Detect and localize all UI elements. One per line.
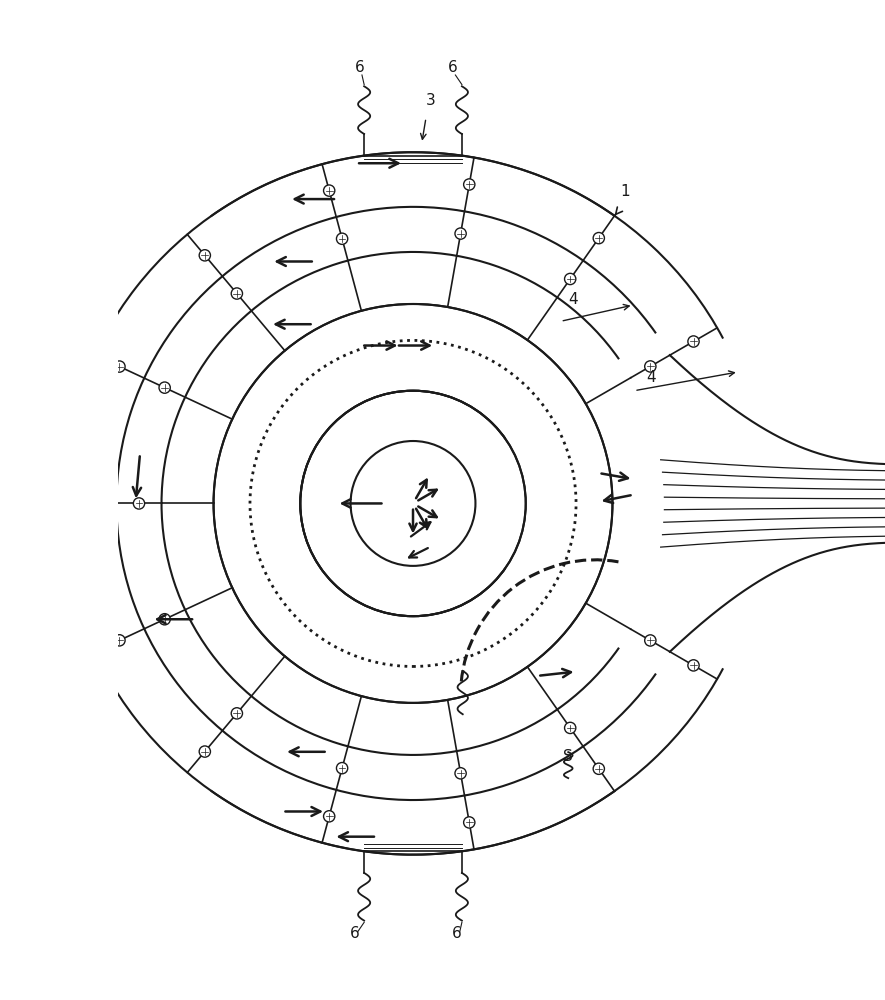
- Circle shape: [565, 722, 576, 734]
- Circle shape: [565, 273, 576, 285]
- Circle shape: [159, 614, 170, 625]
- Circle shape: [114, 361, 125, 372]
- Circle shape: [464, 817, 475, 828]
- Circle shape: [114, 635, 125, 646]
- Circle shape: [231, 708, 242, 719]
- Circle shape: [593, 763, 604, 774]
- Circle shape: [83, 498, 95, 509]
- Circle shape: [231, 288, 242, 299]
- Text: 6: 6: [448, 60, 458, 75]
- Text: S: S: [564, 749, 573, 764]
- Circle shape: [464, 179, 475, 190]
- Circle shape: [199, 250, 211, 261]
- Text: 1: 1: [620, 184, 630, 199]
- Circle shape: [455, 768, 466, 779]
- Circle shape: [455, 228, 466, 239]
- Circle shape: [644, 361, 656, 372]
- Circle shape: [324, 185, 335, 196]
- Circle shape: [159, 382, 170, 393]
- Text: 6: 6: [350, 926, 360, 941]
- Text: 3: 3: [426, 93, 435, 108]
- Circle shape: [688, 336, 699, 347]
- Circle shape: [324, 811, 335, 822]
- Circle shape: [644, 635, 656, 646]
- Circle shape: [336, 763, 348, 774]
- Circle shape: [134, 498, 144, 509]
- Text: 6: 6: [452, 926, 462, 941]
- Text: 4: 4: [569, 292, 578, 307]
- Circle shape: [336, 233, 348, 244]
- Text: 6: 6: [355, 60, 365, 75]
- Circle shape: [688, 660, 699, 671]
- Circle shape: [593, 232, 604, 244]
- Circle shape: [199, 746, 211, 757]
- Text: 4: 4: [647, 370, 657, 385]
